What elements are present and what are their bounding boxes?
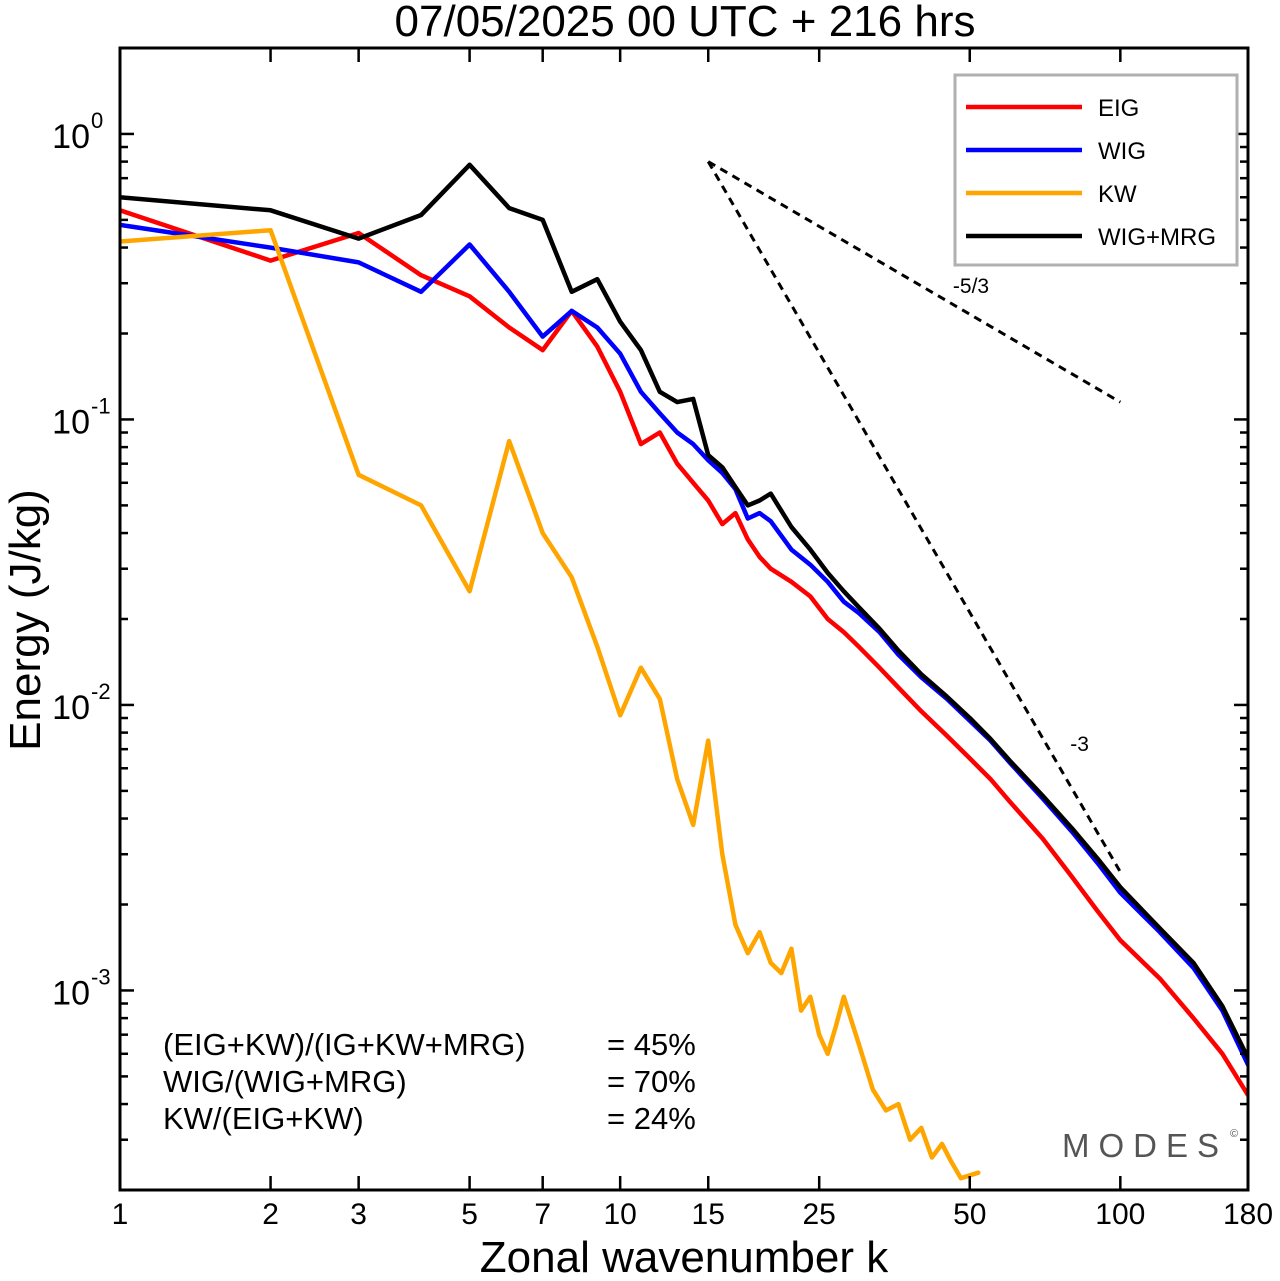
slope-line-3 [706, 160, 1122, 873]
series-line-wig [120, 222, 1248, 1067]
slope-label-3: -3 [1070, 733, 1089, 756]
stat-label: (EIG+KW)/(IG+KW+MRG) [163, 1027, 526, 1062]
y-tick-label-exponent: -1 [91, 393, 111, 418]
legend-label: WIG [1098, 138, 1146, 165]
series-line-wig-mrg [120, 162, 1248, 1061]
y-tick-label-base: 10 [52, 974, 90, 1012]
legend-items: EIG WIG KW WIG+MRG [966, 95, 1216, 251]
y-tick-label: 10 -2 [52, 679, 110, 727]
series-line-eig [120, 208, 1248, 1098]
series-line-kw [120, 227, 981, 1181]
legend-label: WIG+MRG [1098, 224, 1216, 251]
stats-block: (EIG+KW)/(IG+KW+MRG) = 45% WIG/(WIG+MRG) = … [163, 1027, 696, 1136]
x-tick-label: 25 [803, 1198, 836, 1231]
legend-entry-wig: WIG [966, 138, 1146, 165]
y-tick-label: 10 -1 [52, 393, 110, 441]
legend-entry-eig: EIG [966, 95, 1139, 122]
y-tick-label: 10 -3 [52, 964, 110, 1012]
x-tick-label: 50 [953, 1198, 986, 1231]
y-tick-label: 10 0 [52, 108, 103, 156]
legend-label: EIG [1098, 95, 1139, 122]
x-tick-label: 10 [603, 1198, 636, 1231]
x-axis-label: Zonal wavenumber k [480, 1233, 889, 1281]
x-tick-label: 3 [350, 1198, 367, 1231]
x-tick-label: 100 [1095, 1198, 1145, 1231]
legend-entry-kw: KW [966, 181, 1137, 208]
copyright-mark: © [1230, 1128, 1238, 1140]
x-tick-labels: 1 2 3 5 7 10 15 25 50 100 180 [112, 1198, 1273, 1231]
chart-title: 07/05/2025 00 UTC + 216 hrs [395, 0, 976, 46]
legend-label: KW [1098, 181, 1137, 208]
y-tick-label-base: 10 [52, 118, 90, 156]
modes-watermark: MODES [1062, 1127, 1228, 1164]
stat-label: KW/(EIG+KW) [163, 1101, 364, 1136]
x-tick-label: 5 [461, 1198, 478, 1231]
y-tick-label-base: 10 [52, 689, 90, 727]
legend: EIG WIG KW WIG+MRG [953, 73, 1239, 267]
y-tick-label-exponent: -2 [91, 679, 111, 704]
stat-value: = 70% [607, 1064, 696, 1099]
stat-value: = 24% [607, 1101, 696, 1136]
x-tick-label: 15 [692, 1198, 725, 1231]
y-tick-label-exponent: 0 [91, 108, 103, 133]
slope-label-5-3: -5/3 [953, 275, 989, 298]
x-tick-label: 7 [534, 1198, 551, 1231]
legend-entry-wig-mrg: WIG+MRG [966, 224, 1216, 251]
x-tick-label: 2 [262, 1198, 279, 1231]
stat-label: WIG/(WIG+MRG) [163, 1064, 407, 1099]
series-layer [120, 162, 1248, 1181]
stat-value: = 45% [607, 1027, 696, 1062]
y-tick-label-base: 10 [52, 403, 90, 441]
y-tick-label-exponent: -3 [91, 964, 111, 989]
x-tick-label: 180 [1223, 1198, 1273, 1231]
tick-marks-layer [118, 46, 1250, 1192]
x-tick-label: 1 [112, 1198, 129, 1231]
y-axis-label: Energy (J/kg) [1, 489, 50, 751]
slope-line-5-3 [707, 160, 1122, 404]
reference-lines-layer: -5/3 -3 [706, 160, 1122, 873]
